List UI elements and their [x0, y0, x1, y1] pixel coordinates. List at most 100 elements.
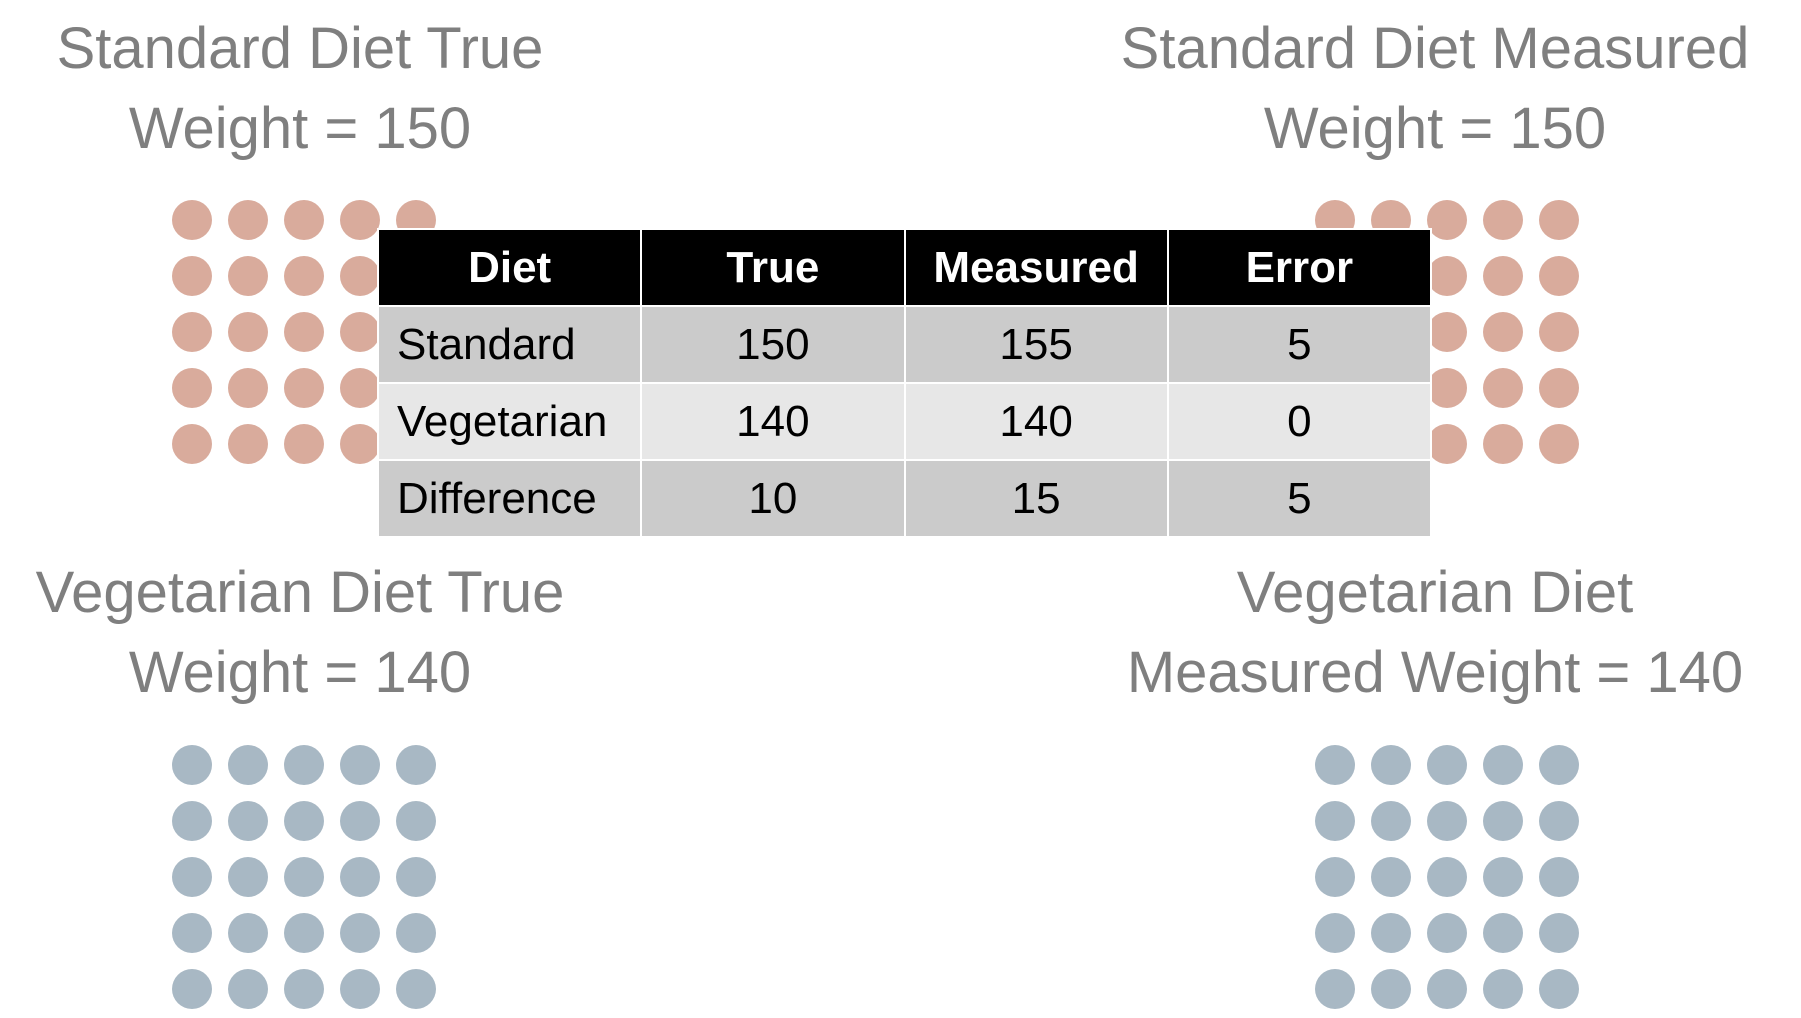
vegetarian-true-dot-grid — [172, 745, 445, 1018]
row-label: Difference — [376, 459, 643, 538]
person-dot — [340, 312, 380, 352]
person-dot — [1315, 801, 1355, 841]
person-dot — [172, 368, 212, 408]
person-dot — [1371, 969, 1411, 1009]
person-dot — [1371, 857, 1411, 897]
person-dot — [340, 801, 380, 841]
person-dot — [340, 857, 380, 897]
header-measured: Measured — [903, 228, 1169, 307]
person-dot — [172, 200, 212, 240]
header-true: True — [640, 228, 906, 307]
person-dot — [1427, 801, 1467, 841]
person-dot — [284, 969, 324, 1009]
person-dot — [1427, 256, 1467, 296]
person-dot — [396, 913, 436, 953]
person-dot — [1483, 969, 1523, 1009]
person-dot — [1539, 312, 1579, 352]
error-cell: 5 — [1166, 305, 1433, 384]
person-dot — [340, 256, 380, 296]
person-dot — [396, 801, 436, 841]
person-dot — [1315, 857, 1355, 897]
person-dot — [1539, 913, 1579, 953]
person-dot — [284, 913, 324, 953]
header-error: Error — [1166, 228, 1433, 307]
measured-cell: 155 — [903, 305, 1169, 384]
person-dot — [340, 745, 380, 785]
person-dot — [1539, 368, 1579, 408]
person-dot — [1315, 913, 1355, 953]
table-row-difference: Difference 10 15 5 — [376, 459, 1433, 538]
person-dot — [228, 256, 268, 296]
person-dot — [1483, 256, 1523, 296]
table-header-row: Diet True Measured Error — [376, 228, 1433, 307]
title-line: Standard Diet Measured — [1120, 16, 1750, 81]
measured-cell: 140 — [903, 382, 1169, 461]
person-dot — [340, 200, 380, 240]
row-label: Standard — [376, 305, 643, 384]
person-dot — [1483, 913, 1523, 953]
title-line: Weight = 150 — [128, 96, 472, 161]
person-dot — [172, 857, 212, 897]
person-dot — [228, 745, 268, 785]
diet-weight-table: Diet True Measured Error Standard 150 15… — [376, 228, 1433, 538]
person-dot — [1539, 969, 1579, 1009]
person-dot — [284, 200, 324, 240]
person-dot — [1483, 801, 1523, 841]
true-cell: 150 — [640, 305, 906, 384]
person-dot — [172, 913, 212, 953]
title-line: Vegetarian Diet — [1236, 560, 1634, 625]
person-dot — [1483, 424, 1523, 464]
person-dot — [1371, 745, 1411, 785]
person-dot — [172, 256, 212, 296]
person-dot — [1483, 368, 1523, 408]
person-dot — [172, 801, 212, 841]
person-dot — [1427, 745, 1467, 785]
vegetarian-true-title: Vegetarian Diet True Weight = 140 — [0, 553, 600, 713]
person-dot — [1371, 913, 1411, 953]
person-dot — [228, 200, 268, 240]
header-diet: Diet — [376, 228, 643, 307]
person-dot — [340, 913, 380, 953]
vegetarian-measured-title: Vegetarian Diet Measured Weight = 140 — [1090, 553, 1780, 713]
true-cell: 140 — [640, 382, 906, 461]
person-dot — [1427, 368, 1467, 408]
person-dot — [1427, 200, 1467, 240]
person-dot — [396, 745, 436, 785]
person-dot — [228, 913, 268, 953]
person-dot — [1539, 256, 1579, 296]
person-dot — [284, 368, 324, 408]
person-dot — [1315, 745, 1355, 785]
title-line: Measured Weight = 140 — [1126, 640, 1744, 705]
person-dot — [228, 312, 268, 352]
person-dot — [1539, 745, 1579, 785]
person-dot — [1427, 312, 1467, 352]
row-label: Vegetarian — [376, 382, 643, 461]
person-dot — [1483, 857, 1523, 897]
error-cell: 0 — [1166, 382, 1433, 461]
true-cell: 10 — [640, 459, 906, 538]
person-dot — [172, 745, 212, 785]
error-cell: 5 — [1166, 459, 1433, 538]
person-dot — [340, 969, 380, 1009]
title-line: Weight = 150 — [1263, 96, 1607, 161]
person-dot — [284, 857, 324, 897]
person-dot — [1539, 424, 1579, 464]
measured-cell: 15 — [903, 459, 1169, 538]
title-line: Vegetarian Diet True — [35, 560, 565, 625]
person-dot — [1427, 424, 1467, 464]
person-dot — [172, 969, 212, 1009]
standard-measured-title: Standard Diet Measured Weight = 150 — [1090, 9, 1780, 169]
person-dot — [284, 801, 324, 841]
person-dot — [1483, 200, 1523, 240]
person-dot — [284, 256, 324, 296]
person-dot — [172, 312, 212, 352]
person-dot — [1427, 913, 1467, 953]
person-dot — [228, 368, 268, 408]
person-dot — [1483, 312, 1523, 352]
person-dot — [1427, 969, 1467, 1009]
vegetarian-measured-dot-grid — [1315, 745, 1588, 1018]
standard-true-title: Standard Diet True Weight = 150 — [0, 9, 600, 169]
person-dot — [396, 857, 436, 897]
person-dot — [1427, 857, 1467, 897]
person-dot — [284, 424, 324, 464]
